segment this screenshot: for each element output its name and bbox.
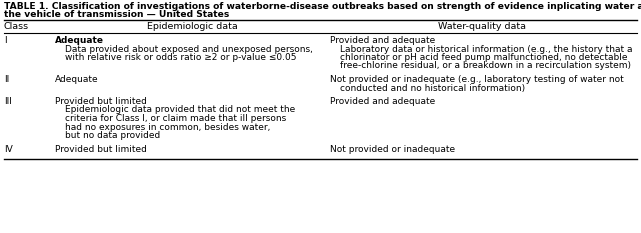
Text: Data provided about exposed and unexposed persons,: Data provided about exposed and unexpose… xyxy=(65,45,313,54)
Text: Adequate: Adequate xyxy=(55,75,99,84)
Text: chlorinator or pH acid feed pump malfunctioned, no detectable: chlorinator or pH acid feed pump malfunc… xyxy=(340,53,628,62)
Text: Adequate: Adequate xyxy=(55,36,104,45)
Text: Class: Class xyxy=(4,22,29,31)
Text: Provided but limited: Provided but limited xyxy=(55,144,147,154)
Text: criteria for Class I, or claim made that ill persons: criteria for Class I, or claim made that… xyxy=(65,114,287,123)
Text: Water-quality data: Water-quality data xyxy=(438,22,526,31)
Text: Laboratory data or historical information (e.g., the history that a: Laboratory data or historical informatio… xyxy=(340,45,633,54)
Text: Provided and adequate: Provided and adequate xyxy=(330,36,435,45)
Text: Provided and adequate: Provided and adequate xyxy=(330,97,435,106)
Text: I: I xyxy=(4,36,6,45)
Text: TABLE 1. Classification of investigations of waterborne-disease outbreaks based : TABLE 1. Classification of investigation… xyxy=(4,2,641,11)
Text: conducted and no historical information): conducted and no historical information) xyxy=(340,83,525,93)
Text: III: III xyxy=(4,97,12,106)
Text: Provided but limited: Provided but limited xyxy=(55,97,147,106)
Text: Not provided or inadequate (e.g., laboratory testing of water not: Not provided or inadequate (e.g., labora… xyxy=(330,75,624,84)
Text: but no data provided: but no data provided xyxy=(65,131,160,140)
Text: Epidemiologic data: Epidemiologic data xyxy=(147,22,238,31)
Text: had no exposures in common, besides water,: had no exposures in common, besides wate… xyxy=(65,123,271,131)
Text: Not provided or inadequate: Not provided or inadequate xyxy=(330,144,455,154)
Text: II: II xyxy=(4,75,9,84)
Text: the vehicle of transmission — United States: the vehicle of transmission — United Sta… xyxy=(4,10,229,19)
Text: IV: IV xyxy=(4,144,13,154)
Text: free-chlorine residual, or a breakdown in a recirculation system): free-chlorine residual, or a breakdown i… xyxy=(340,62,631,71)
Text: Epidemiologic data provided that did not meet the: Epidemiologic data provided that did not… xyxy=(65,106,296,114)
Text: with relative risk or odds ratio ≥2 or p-value ≤0.05: with relative risk or odds ratio ≥2 or p… xyxy=(65,53,297,62)
